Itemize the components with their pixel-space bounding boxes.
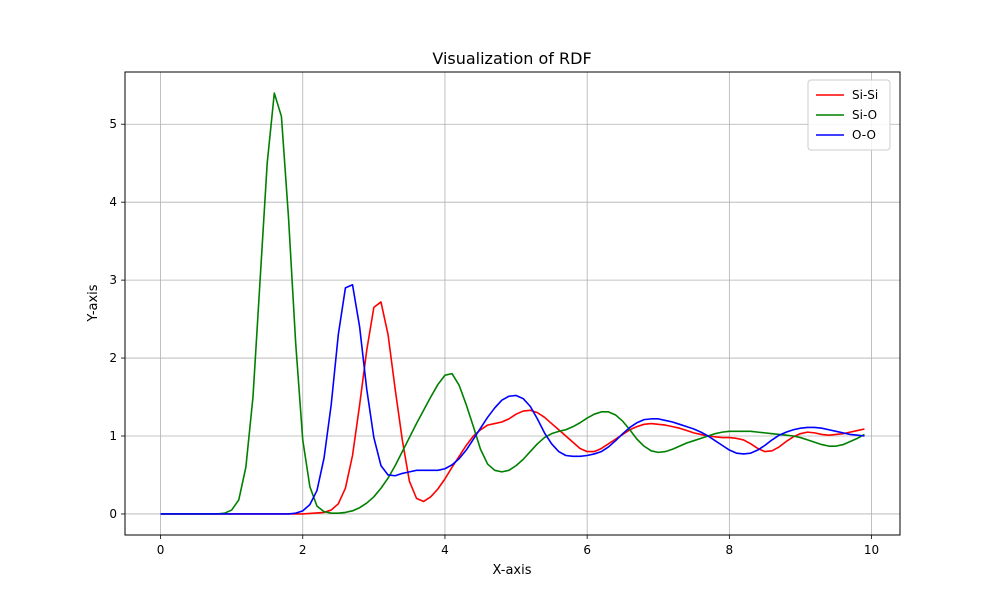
legend-label: Si-Si bbox=[852, 88, 878, 102]
y-tick-label: 1 bbox=[109, 429, 117, 443]
y-axis-label: Y-axis bbox=[86, 284, 101, 322]
x-tick-label: 0 bbox=[157, 543, 165, 557]
x-tick-label: 8 bbox=[726, 543, 734, 557]
legend-label: O-O bbox=[852, 128, 876, 142]
x-tick-label: 2 bbox=[299, 543, 307, 557]
chart-title: Visualization of RDF bbox=[432, 49, 591, 68]
series-lines bbox=[160, 92, 865, 515]
y-tick-label: 5 bbox=[109, 117, 117, 131]
y-tick-label: 4 bbox=[109, 195, 117, 209]
y-tick-label: 2 bbox=[109, 351, 117, 365]
series-line-si-o bbox=[160, 92, 865, 515]
legend-label: Si-O bbox=[852, 108, 877, 122]
legend-box bbox=[807, 79, 891, 151]
y-tick-label: 0 bbox=[109, 507, 117, 521]
y-tick-label: 3 bbox=[109, 273, 117, 287]
legend: Si-Si Si-O O-O bbox=[807, 79, 891, 151]
y-axis-ticks: 0 1 2 3 4 5 bbox=[109, 117, 125, 521]
series-line-si-si bbox=[160, 301, 865, 515]
grid bbox=[125, 72, 900, 535]
x-tick-label: 6 bbox=[583, 543, 591, 557]
x-tick-label: 10 bbox=[864, 543, 879, 557]
series-line-o-o bbox=[160, 283, 865, 515]
x-axis-ticks: 0 2 4 6 8 10 bbox=[157, 535, 879, 557]
plot-frame bbox=[124, 71, 901, 536]
x-axis-label: X-axis bbox=[493, 563, 532, 578]
x-tick-label: 4 bbox=[441, 543, 449, 557]
